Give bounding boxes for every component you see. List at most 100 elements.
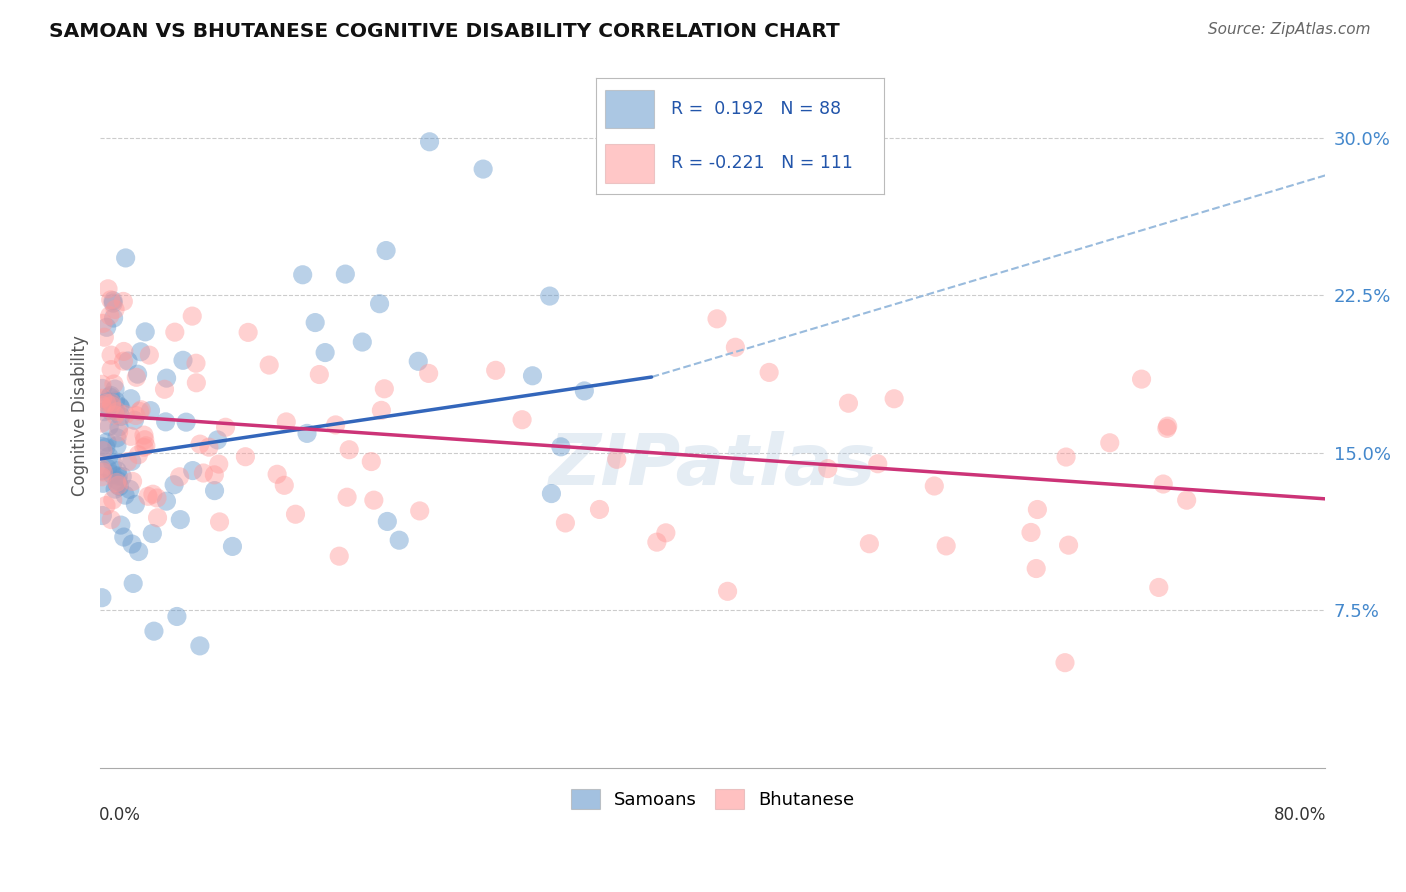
Point: [97, 282, 120, 296]
Point: [107, 474, 129, 488]
Point: [716, 584, 738, 599]
Point: [538, 289, 561, 303]
Point: [101, 493, 124, 508]
Point: [90, 464, 112, 478]
Point: [202, 467, 225, 482]
Point: [105, 431, 128, 445]
Point: [90, 416, 112, 430]
Point: [100, 348, 122, 362]
Point: [1098, 435, 1121, 450]
Point: [181, 309, 204, 323]
Point: [97, 394, 120, 409]
Point: [540, 486, 562, 500]
Point: [100, 362, 122, 376]
Point: [98, 390, 121, 404]
Point: [181, 464, 204, 478]
Point: [124, 497, 146, 511]
Point: [101, 293, 124, 308]
Point: [204, 483, 226, 498]
Point: [758, 365, 780, 379]
Point: [924, 479, 946, 493]
Point: [257, 358, 280, 372]
Point: [107, 478, 129, 492]
Point: [94, 499, 117, 513]
Point: [103, 296, 125, 310]
Point: [134, 325, 156, 339]
Point: [97, 461, 120, 475]
Point: [91, 476, 114, 491]
Point: [375, 515, 398, 529]
Point: [121, 537, 143, 551]
Point: [368, 296, 391, 310]
Point: [406, 354, 429, 368]
Point: [135, 439, 157, 453]
Point: [96, 320, 118, 334]
Point: [188, 639, 211, 653]
Point: [291, 268, 314, 282]
Point: [236, 326, 259, 340]
Point: [1130, 372, 1153, 386]
Point: [112, 354, 135, 368]
Point: [103, 376, 125, 391]
Point: [110, 401, 132, 415]
Point: [128, 544, 150, 558]
Point: [142, 624, 165, 639]
Point: [304, 316, 326, 330]
Point: [146, 491, 169, 505]
Point: [295, 426, 318, 441]
Point: [866, 457, 889, 471]
Point: [100, 404, 122, 418]
Point: [155, 494, 177, 508]
Point: [91, 391, 114, 405]
Point: [373, 382, 395, 396]
Point: [1156, 421, 1178, 435]
Point: [90, 398, 112, 412]
Point: [100, 388, 122, 402]
Point: [105, 475, 128, 490]
Point: [93, 330, 115, 344]
Point: [94, 441, 117, 455]
Point: [93, 465, 115, 479]
Point: [121, 475, 143, 489]
Point: [186, 376, 208, 390]
Point: [1026, 502, 1049, 516]
Point: [90, 469, 112, 483]
Point: [418, 367, 440, 381]
Point: [207, 433, 229, 447]
Point: [935, 539, 957, 553]
Point: [91, 381, 114, 395]
Point: [139, 403, 162, 417]
Point: [132, 428, 155, 442]
Point: [1019, 525, 1042, 540]
Point: [107, 425, 129, 439]
Point: [193, 466, 215, 480]
Point: [1147, 581, 1170, 595]
Point: [104, 393, 127, 408]
Point: [107, 469, 129, 483]
Point: [472, 162, 495, 177]
Point: [169, 470, 191, 484]
Point: [114, 408, 136, 422]
Point: [105, 439, 128, 453]
Point: [104, 408, 127, 422]
Point: [335, 267, 357, 281]
Point: [645, 535, 668, 549]
Point: [817, 461, 839, 475]
Point: [100, 396, 122, 410]
Point: [98, 309, 121, 323]
Point: [724, 340, 747, 354]
Point: [163, 325, 186, 339]
Point: [360, 454, 382, 468]
Point: [174, 415, 197, 429]
Point: [169, 513, 191, 527]
Point: [266, 467, 288, 482]
Point: [112, 294, 135, 309]
Point: [136, 489, 159, 503]
Text: 80.0%: 80.0%: [1274, 806, 1326, 824]
Point: [105, 464, 128, 478]
Point: [325, 417, 347, 432]
Point: [188, 437, 211, 451]
Point: [1025, 561, 1047, 575]
Point: [104, 482, 127, 496]
Point: [142, 487, 165, 501]
